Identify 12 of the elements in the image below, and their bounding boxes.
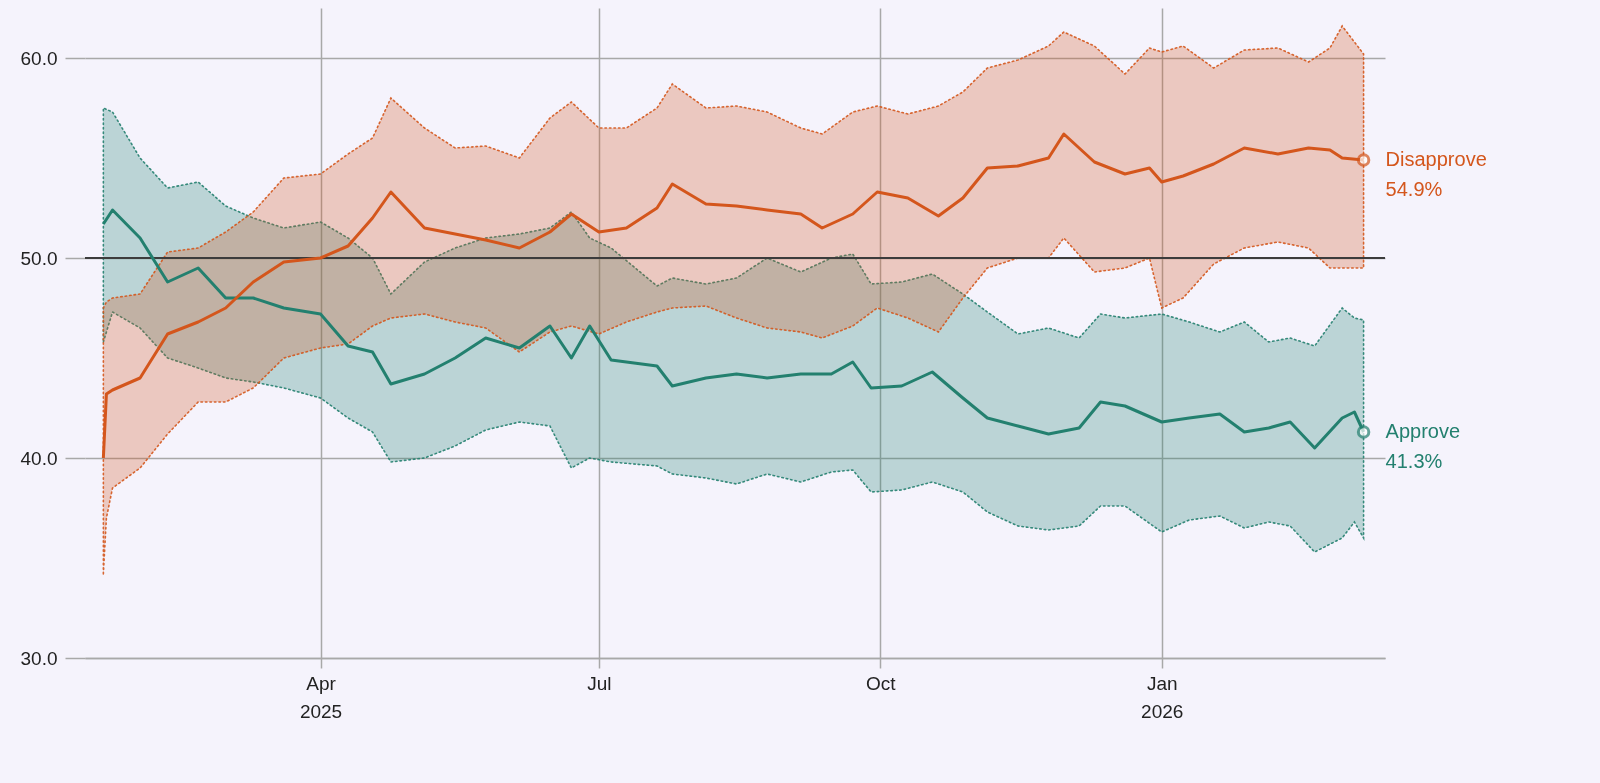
x-tick-label: Apr 2025 [299,672,343,722]
y-tick-label: 40.0 [20,447,58,469]
y-tick-label: 60.0 [20,47,58,69]
x-tick-label: Jan 2026 [1141,672,1184,722]
x-tick-label: Jul [587,672,612,694]
series-label: Approve [1385,420,1461,442]
series-label: Disapprove [1385,148,1487,170]
y-tick-label: 30.0 [20,647,58,669]
x-tick-label: Oct [866,672,897,694]
annotation: 54.9% [1385,178,1443,200]
y-tick-label: 50.0 [20,247,58,269]
annotation: 41.3% [1385,450,1443,472]
